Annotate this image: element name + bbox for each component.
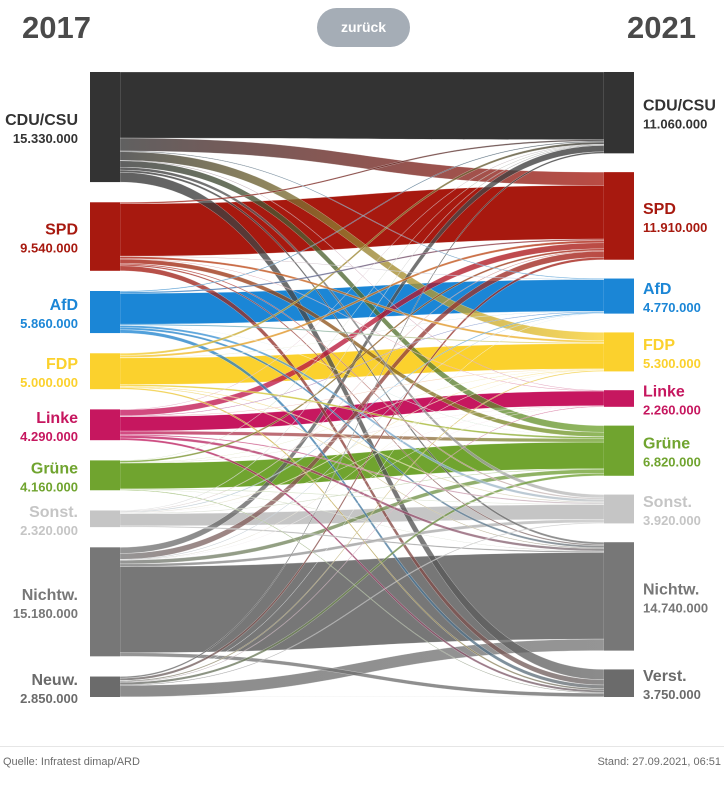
node-2017-neuw[interactable] [90,677,120,697]
label-2021-sonst: Sonst. [643,494,692,511]
label-2017-neuw: Neuw. [31,672,78,689]
node-2021-spd[interactable] [604,172,634,260]
value-2017-neuw: 2.850.000 [20,691,78,706]
label-2017-fdp: FDP [46,356,78,373]
sankey-diagram: CDU/CSU 15.330.000 SPD 9.540.000 AfD 5.860.00… [0,0,724,746]
label-2021-gruene: Grüne [643,436,690,453]
value-2021-verst: 3.750.000 [643,687,701,702]
node-2017-nichtw[interactable] [90,547,120,656]
node-2017-afd[interactable] [90,291,120,333]
source-text: Quelle: Infratest dimap/ARD [3,756,140,768]
node-2021-afd[interactable] [604,279,634,314]
value-2021-gruene: 6.820.000 [643,455,701,470]
value-2017-sonst: 2.320.000 [20,523,78,538]
node-2021-linke[interactable] [604,390,634,407]
label-2021-verst: Verst. [643,668,687,685]
label-2021-linke: Linke [643,384,685,401]
node-2017-linke[interactable] [90,409,120,440]
label-2017-afd: AfD [50,297,78,314]
flows-layer [120,72,604,697]
node-2021-fdp[interactable] [604,332,634,371]
label-2017-gruene: Grüne [31,460,78,477]
footer: Quelle: Infratest dimap/ARD Stand: 27.09… [0,746,724,785]
label-2021-afd: AfD [643,281,671,298]
label-2021-nichtw: Nichtw. [643,581,699,598]
label-2021-cdu-csu: CDU/CSU [643,98,716,115]
node-2017-cdu-csu[interactable] [90,72,120,182]
node-2017-spd[interactable] [90,202,120,271]
value-2021-sonst: 3.920.000 [643,513,701,528]
value-2021-afd: 4.770.000 [643,300,701,315]
value-2017-cdu-csu: 15.330.000 [13,131,78,146]
timestamp-text: Stand: 27.09.2021, 06:51 [597,756,721,768]
value-2021-cdu-csu: 11.060.000 [643,117,707,132]
value-2017-linke: 4.290.000 [20,429,78,444]
value-2017-fdp: 5.000.000 [20,375,78,390]
value-2017-nichtw: 15.180.000 [13,606,78,621]
value-2021-nichtw: 14.740.000 [643,600,708,615]
node-2021-nichtw[interactable] [604,542,634,650]
node-2017-gruene[interactable] [90,460,120,490]
value-2017-afd: 5.860.000 [20,316,78,331]
value-2017-gruene: 4.160.000 [20,479,78,494]
flow-cdu-csu-to-cdu-csu[interactable] [120,72,604,140]
value-2017-spd: 9.540.000 [20,241,78,256]
flow-nichtw-to-nichtw[interactable] [120,553,604,653]
label-2017-linke: Linke [36,410,78,427]
node-2017-fdp[interactable] [90,353,120,389]
node-2021-sonst[interactable] [604,495,634,524]
value-2021-linke: 2.260.000 [643,403,701,418]
label-2017-cdu-csu: CDU/CSU [5,112,78,129]
label-2017-nichtw: Nichtw. [22,587,78,604]
value-2021-fdp: 5.300.000 [643,356,701,371]
node-2021-cdu-csu[interactable] [604,72,634,153]
node-2017-sonst[interactable] [90,510,120,527]
label-2021-spd: SPD [643,201,676,218]
node-2021-verst[interactable] [604,669,634,697]
label-2017-spd: SPD [45,222,78,239]
value-2021-spd: 11.910.000 [643,220,707,235]
node-2021-gruene[interactable] [604,426,634,476]
label-2017-sonst: Sonst. [29,504,78,521]
label-2021-fdp: FDP [643,337,675,354]
